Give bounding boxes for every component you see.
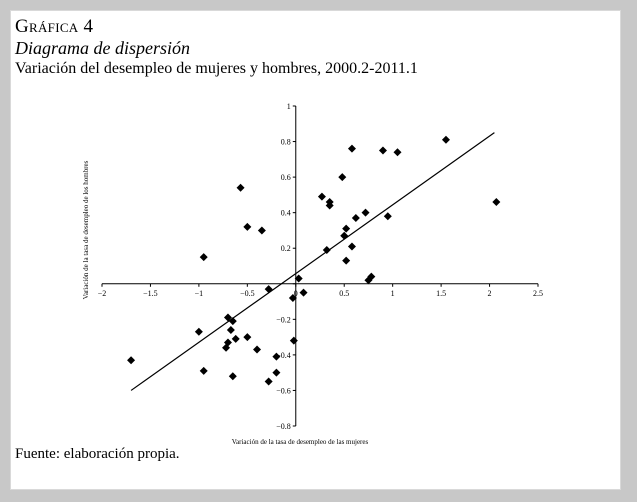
data-point [338, 173, 347, 182]
x-tick-label: −0.5 [240, 289, 255, 298]
x-tick-label: −1 [195, 289, 204, 298]
data-point [231, 334, 240, 343]
y-tick-label: −0.2 [276, 315, 291, 324]
x-tick-label: 0 [294, 289, 298, 298]
data-point [272, 352, 281, 361]
x-tick-label: 1 [391, 289, 395, 298]
axis-ticks: −2 −1.5 −1 −0.5 0 0.5 1 1.5 2 2.5 −0.8 −0.6 −0.4 −0.2… [98, 102, 543, 431]
data-point [288, 294, 297, 302]
data-point [367, 272, 376, 281]
data-point [243, 333, 252, 342]
trendline [130, 132, 495, 391]
data-point [347, 144, 356, 153]
x-tick-label: 0.5 [339, 289, 349, 298]
data-point [441, 135, 450, 144]
data-point [294, 274, 303, 283]
data-point [199, 253, 208, 262]
data-point [322, 246, 331, 254]
data-point [253, 345, 262, 354]
x-tick-label: 1.5 [436, 289, 446, 298]
figure-label: Gráfica 4 [15, 16, 94, 37]
data-point [264, 377, 273, 386]
data-point [361, 208, 370, 217]
data-point [226, 326, 235, 334]
data-points [127, 135, 501, 386]
data-point [351, 214, 360, 222]
data-point [272, 368, 281, 377]
figure-subtitle: Variación del desempleo de mujeres y hom… [15, 60, 418, 77]
data-point [199, 366, 208, 375]
x-tick-label: −1.5 [143, 289, 158, 298]
data-point [342, 224, 351, 233]
y-tick-label: −0.6 [276, 386, 291, 395]
figure-source: Fuente: elaboración propia. [15, 446, 180, 462]
data-point [257, 226, 266, 235]
y-tick-label: −0.8 [276, 422, 291, 431]
x-tick-label: 2 [488, 289, 492, 298]
data-point [223, 338, 232, 347]
y-tick-label: 0.6 [281, 173, 291, 182]
y-tick-label: 1 [287, 102, 291, 111]
data-point [378, 146, 387, 155]
figure-frame [10, 10, 621, 490]
data-point [236, 183, 245, 192]
data-point [264, 285, 273, 294]
data-point [492, 198, 501, 206]
data-point [383, 212, 392, 221]
y-tick-label: 0.2 [281, 244, 291, 253]
trendline-group [130, 132, 495, 391]
data-point [289, 336, 298, 345]
data-point [347, 242, 356, 251]
data-point [194, 327, 203, 336]
x-tick-label: 2.5 [533, 289, 543, 298]
data-point [228, 317, 237, 326]
y-tick-label: 0.4 [281, 209, 291, 218]
data-point [342, 256, 351, 265]
y-tick-label: −0.4 [276, 351, 291, 360]
y-axis-title: Variación de la tasa de desempleo de los… [82, 160, 90, 299]
data-point [243, 222, 252, 231]
data-point [340, 231, 349, 240]
data-point [393, 148, 402, 157]
x-tick-label: −2 [98, 289, 107, 298]
figure-title: Diagrama de dispersión [15, 38, 190, 58]
data-point [317, 192, 326, 201]
x-axis-title: Variación de la tasa de desempleo de las… [232, 438, 369, 446]
data-point [325, 201, 334, 210]
data-point [299, 288, 308, 297]
y-tick-label: 0.8 [281, 138, 291, 147]
axes [102, 106, 538, 426]
data-point [127, 356, 136, 365]
data-point [223, 313, 232, 322]
data-point [228, 372, 237, 381]
